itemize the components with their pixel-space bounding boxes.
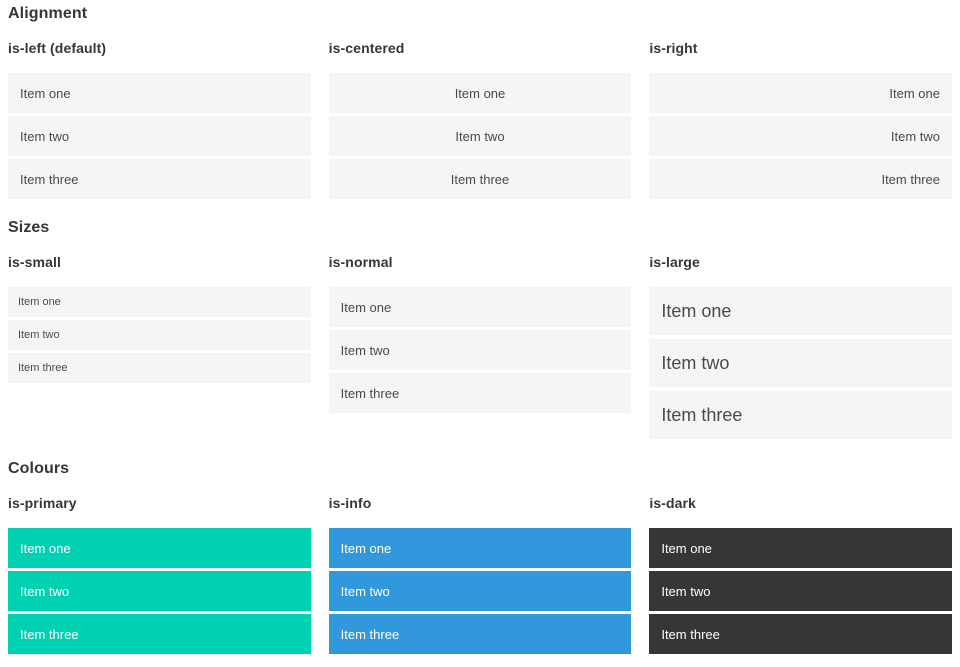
list-item[interactable]: Item three <box>649 159 952 199</box>
list-item[interactable]: Item two <box>649 339 952 387</box>
list-item[interactable]: Item one <box>8 287 311 317</box>
list-left-aligned: Item one Item two Item three <box>8 73 311 199</box>
list-item[interactable]: Item three <box>649 614 952 654</box>
list-item[interactable]: Item three <box>8 614 311 654</box>
column-label: is-left (default) <box>8 40 107 56</box>
list-item[interactable]: Item one <box>649 73 952 113</box>
column-is-large: is-large Item one Item two Item three <box>649 254 952 443</box>
colours-grid: is-primary Item one Item two Item three … <box>8 495 952 657</box>
alignment-grid: is-left (default) Item one Item two Item… <box>8 40 952 202</box>
list-item[interactable]: Item two <box>649 571 952 611</box>
list-item[interactable]: Item one <box>328 287 632 327</box>
column-is-info: is-info Item one Item two Item three <box>328 495 632 657</box>
list-item[interactable]: Item two <box>328 330 632 370</box>
list-item[interactable]: Item three <box>649 391 952 439</box>
list-normal: Item one Item two Item three <box>328 287 632 413</box>
list-item[interactable]: Item three <box>328 159 632 199</box>
list-item[interactable]: Item two <box>8 571 311 611</box>
list-item[interactable]: Item one <box>649 287 952 335</box>
section-title: Colours <box>8 460 70 477</box>
section-title: Alignment <box>8 5 88 22</box>
column-is-normal: is-normal Item one Item two Item three <box>328 254 632 416</box>
list-item[interactable]: Item three <box>8 353 311 383</box>
list-item[interactable]: Item two <box>328 571 632 611</box>
column-is-centered: is-centered Item one Item two Item three <box>328 40 632 202</box>
list-dark: Item one Item two Item three <box>649 528 952 654</box>
list-info: Item one Item two Item three <box>328 528 632 654</box>
section-alignment: Alignment is-left (default) Item one Ite… <box>8 5 952 202</box>
list-item[interactable]: Item one <box>8 73 311 113</box>
list-item[interactable]: Item one <box>328 528 632 568</box>
list-item[interactable]: Item one <box>649 528 952 568</box>
section-title: Sizes <box>8 219 50 236</box>
list-primary: Item one Item two Item three <box>8 528 311 654</box>
list-item[interactable]: Item three <box>328 373 632 413</box>
column-label: is-normal <box>328 254 393 270</box>
list-item[interactable]: Item three <box>8 159 311 199</box>
column-is-primary: is-primary Item one Item two Item three <box>8 495 311 657</box>
list-center-aligned: Item one Item two Item three <box>328 73 632 199</box>
list-right-aligned: Item one Item two Item three <box>649 73 952 199</box>
column-is-left: is-left (default) Item one Item two Item… <box>8 40 311 202</box>
list-item[interactable]: Item two <box>8 116 311 156</box>
column-label: is-small <box>8 254 61 270</box>
list-item[interactable]: Item one <box>8 528 311 568</box>
column-label: is-large <box>649 254 700 270</box>
list-item[interactable]: Item three <box>328 614 632 654</box>
column-is-right: is-right Item one Item two Item three <box>649 40 952 202</box>
section-sizes: Sizes is-small Item one Item two Item th… <box>8 219 952 443</box>
column-is-dark: is-dark Item one Item two Item three <box>649 495 952 657</box>
column-label: is-right <box>649 40 698 56</box>
sizes-grid: is-small Item one Item two Item three is… <box>8 254 952 443</box>
column-label: is-dark <box>649 495 696 511</box>
list-item[interactable]: Item one <box>328 73 632 113</box>
column-label: is-centered <box>328 40 405 56</box>
list-small: Item one Item two Item three <box>8 287 311 383</box>
list-large: Item one Item two Item three <box>649 287 952 439</box>
section-colours: Colours is-primary Item one Item two Ite… <box>8 460 952 657</box>
list-item[interactable]: Item two <box>8 320 311 350</box>
list-item[interactable]: Item two <box>649 116 952 156</box>
list-item[interactable]: Item two <box>328 116 632 156</box>
column-label: is-info <box>328 495 372 511</box>
column-label: is-primary <box>8 495 77 511</box>
column-is-small: is-small Item one Item two Item three <box>8 254 311 386</box>
